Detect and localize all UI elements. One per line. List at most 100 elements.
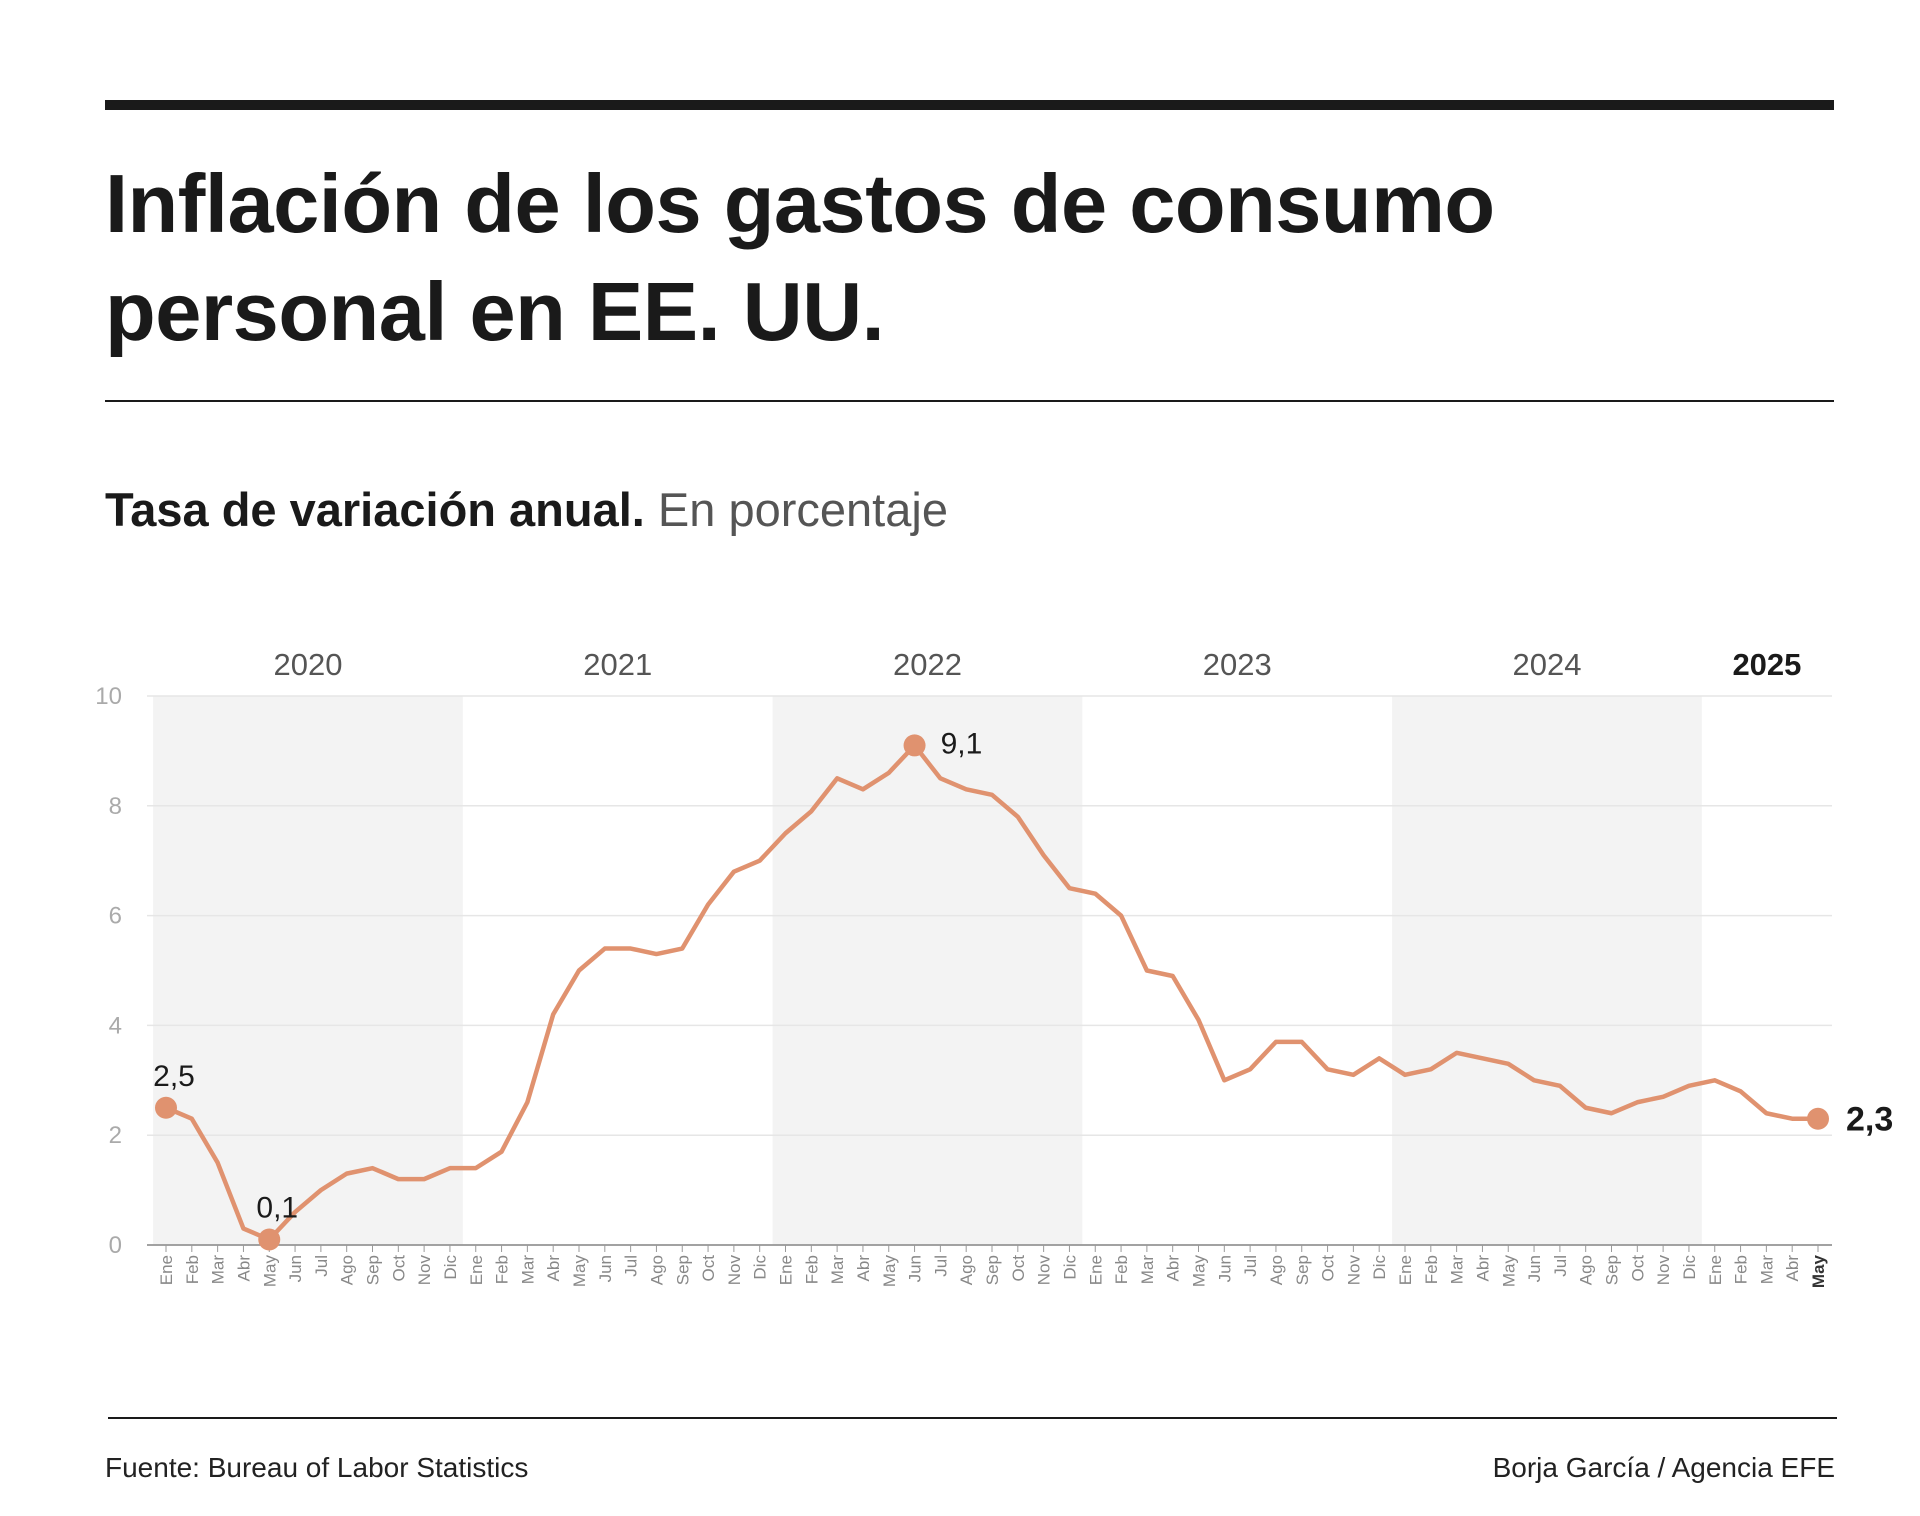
x-tick-label: Sep	[983, 1255, 1002, 1285]
x-tick-label: Jul	[622, 1255, 641, 1277]
x-tick-label: Dic	[441, 1255, 460, 1280]
x-tick-label: Jun	[1215, 1255, 1234, 1282]
data-label: 2,5	[153, 1060, 195, 1093]
highlight-point	[1807, 1107, 1829, 1130]
x-tick-label: May	[1190, 1255, 1209, 1288]
x-tick-label: Nov	[415, 1255, 434, 1286]
x-tick-label: Nov	[725, 1255, 744, 1286]
y-tick-label: 4	[109, 1012, 122, 1039]
x-tick-label: Abr	[854, 1255, 873, 1282]
footer-rule	[108, 1417, 1837, 1419]
chart: 2020 2021 2022 2023 2024 2025 0 2 4 6 8 10 Ene Feb Mar…	[95, 647, 1893, 1288]
data-label: 0,1	[256, 1192, 298, 1225]
x-tick-label: Jun	[1525, 1255, 1544, 1282]
x-tick-label: Ene	[1396, 1255, 1415, 1285]
chart-title: Inflación de los gastos de consumo perso…	[105, 157, 1495, 358]
year-band	[772, 696, 1083, 1245]
x-tick-label: Dic	[1060, 1255, 1079, 1280]
x-tick-label: Jul	[1241, 1255, 1260, 1277]
year-label: 2024	[1512, 647, 1581, 682]
x-tick-label: Feb	[493, 1255, 512, 1284]
x-tick-label: Jul	[312, 1255, 331, 1277]
y-tick-label: 0	[109, 1232, 122, 1259]
subtitle-main: Tasa de variación anual.	[105, 483, 645, 536]
x-tick-label: Feb	[1422, 1255, 1441, 1284]
x-tick-label: Ene	[777, 1255, 796, 1285]
x-tick-label: May	[570, 1255, 589, 1288]
x-tick-label: Mar	[1138, 1255, 1157, 1285]
data-label: 2,3	[1846, 1101, 1893, 1139]
y-tick-label: 10	[95, 683, 122, 710]
subtitle: Tasa de variación anual. En porcentaje	[105, 482, 948, 537]
year-label: 2025	[1732, 647, 1801, 682]
x-tick-label: May	[1499, 1255, 1518, 1288]
x-tick-label: Abr	[1164, 1255, 1183, 1282]
top-rule	[105, 100, 1834, 110]
x-tick-label: Oct	[699, 1255, 718, 1282]
unit-label: En porcentaje	[657, 483, 948, 536]
data-label: 9,1	[941, 727, 983, 760]
x-tick-label: Ago	[957, 1255, 976, 1285]
y-tick-label: 2	[109, 1122, 122, 1149]
highlight-point	[258, 1228, 281, 1251]
x-tick-label: Abr	[1783, 1255, 1802, 1282]
x-tick-label: Ene	[1706, 1255, 1725, 1285]
x-tick-label: May	[880, 1255, 899, 1288]
x-tick-label: Feb	[1112, 1255, 1131, 1284]
x-tick-label: May	[260, 1255, 279, 1288]
y-tick-label: 6	[109, 903, 122, 930]
x-tick-label: Abr	[544, 1255, 563, 1282]
x-tick-label: Feb	[1732, 1255, 1751, 1284]
x-tick-label: Sep	[673, 1255, 692, 1285]
year-band	[153, 696, 463, 1245]
year-label: 2020	[273, 647, 342, 682]
x-tick-label: Mar	[1757, 1255, 1776, 1285]
year-label: 2022	[893, 647, 962, 682]
highlight-point	[155, 1096, 177, 1119]
x-tick-label: Jun	[906, 1255, 925, 1282]
title-rule	[105, 400, 1834, 402]
x-tick-label: Feb	[802, 1255, 821, 1284]
source: Fuente: Bureau of Labor Statistics	[105, 1452, 529, 1483]
x-tick-label: Oct	[1009, 1255, 1028, 1282]
x-tick-label: Dic	[751, 1255, 770, 1280]
x-tick-label: Jun	[286, 1255, 305, 1282]
credit: Borja García / Agencia EFE	[1492, 1452, 1835, 1483]
x-tick-label: Ene	[467, 1255, 486, 1285]
year-label: 2023	[1203, 647, 1272, 682]
x-tick-label: Dic	[1680, 1255, 1699, 1280]
x-tick-label: May	[1809, 1254, 1828, 1288]
x-tick-label: Ago	[1267, 1255, 1286, 1285]
x-tick-label: Jul	[931, 1255, 950, 1277]
x-tick-label: Feb	[183, 1255, 202, 1284]
x-tick-label: Ago	[647, 1255, 666, 1285]
x-tick-label: Nov	[1344, 1255, 1363, 1286]
x-tick-label: Jun	[596, 1255, 615, 1282]
x-tick-label: Sep	[364, 1255, 383, 1285]
x-tick-label: Ago	[338, 1255, 357, 1285]
x-tick-label: Oct	[389, 1255, 408, 1282]
x-tick-label: Mar	[1448, 1255, 1467, 1285]
y-tick-label: 8	[109, 793, 122, 820]
x-tick-label: Nov	[1035, 1255, 1054, 1286]
year-label: 2021	[583, 647, 652, 682]
line	[163, 743, 1821, 1242]
x-tick-label: Mar	[518, 1255, 537, 1285]
x-tick-label: Dic	[1370, 1255, 1389, 1280]
year-band	[1392, 696, 1702, 1245]
x-tick-label: Ene	[157, 1255, 176, 1285]
x-tick-label: Ago	[1577, 1255, 1596, 1285]
x-tick-label: Jul	[1551, 1255, 1570, 1277]
x-tick-label: Oct	[1628, 1255, 1647, 1282]
x-tick-label: Sep	[1293, 1255, 1312, 1285]
highlight-point	[903, 734, 926, 757]
x-tick-label: Nov	[1654, 1255, 1673, 1286]
x-tick-label: Abr	[1473, 1255, 1492, 1282]
x-tick-label: Sep	[1603, 1255, 1622, 1285]
x-tick-label: Mar	[209, 1255, 228, 1285]
x-tick-label: Ene	[1086, 1255, 1105, 1285]
x-tick-label: Oct	[1319, 1255, 1338, 1282]
x-tick-label: Mar	[828, 1255, 847, 1285]
x-tick-label: Abr	[234, 1255, 253, 1282]
